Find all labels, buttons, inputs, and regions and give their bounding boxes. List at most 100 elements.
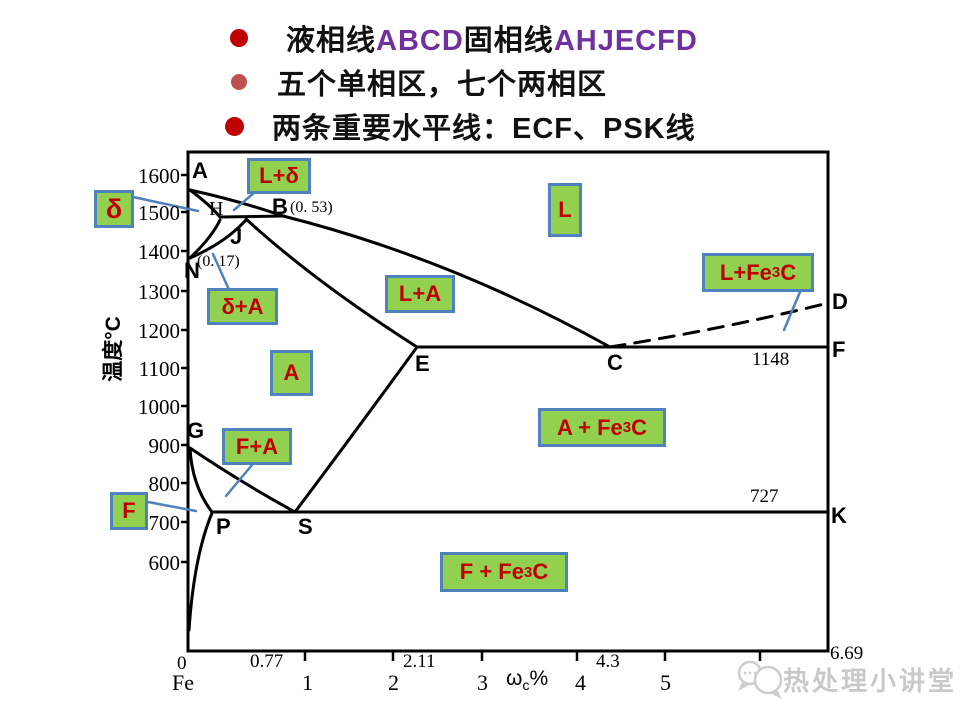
x-tick-0_77: 0.77 [250, 651, 284, 672]
y-tick-1600: 1600 [138, 164, 180, 188]
line-NJ [188, 218, 248, 260]
x-tick-4_3: 4.3 [596, 651, 620, 672]
leader-delta [131, 195, 200, 213]
region-label: C [780, 259, 797, 285]
eutectoid-temperature-727: 727 [750, 486, 779, 507]
omega-subscript-c: c [522, 678, 530, 695]
a3-GS [188, 446, 297, 514]
region-box-liquid: L [548, 183, 582, 237]
region-label: L+Fe [719, 259, 772, 285]
region-label: A [283, 360, 300, 385]
peritectic-HB [218, 214, 286, 219]
point-D: D [832, 289, 848, 314]
region-label: δ [105, 193, 123, 224]
phase-boundary-lines [187, 188, 830, 632]
y-axis-ticks [181, 173, 189, 564]
y-tick-1300: 1300 [138, 280, 180, 304]
region-box-l-a: L+A [385, 275, 455, 313]
x-label-3: 3 [477, 670, 488, 695]
y-tick-1200: 1200 [138, 319, 180, 343]
y-tick-600: 600 [148, 551, 181, 575]
x-tick-0: 0 [177, 653, 187, 674]
leader-lines [131, 190, 802, 513]
bullet-line-1: 液相线ABCD固相线AHJECFD [222, 16, 698, 60]
region-label-subscript: 3 [771, 264, 781, 281]
bullet-line-3: 两条重要水平线：ECF、PSK线 [222, 104, 698, 148]
liquidus-BC [281, 214, 612, 349]
region-box-a-fe3c: A + Fe 3 C [538, 408, 666, 447]
solubility-PQ [187, 511, 214, 632]
leader-l-fe3c [782, 290, 802, 332]
region-label: δ+A [221, 293, 264, 319]
point-B: B [272, 194, 288, 219]
region-label: C [532, 559, 549, 584]
point-J: J [230, 224, 243, 249]
y-tick-800: 800 [148, 472, 181, 496]
liquidus-AB [188, 188, 285, 218]
title-bullet-list: 液相线ABCD固相线AHJECFD 五个单相区，七个两相区 两条重要水平线：EC… [222, 16, 698, 148]
point-N: N [184, 258, 200, 283]
solidus-AH [188, 188, 222, 219]
region-label: F + Fe [459, 559, 524, 584]
point-C: C [607, 350, 623, 375]
solidus-JE [244, 217, 419, 349]
x-label-2: 2 [388, 670, 399, 695]
region-label: F+A [235, 433, 279, 459]
region-label-subscript: 3 [523, 563, 533, 581]
text-abcd: ABCD [376, 25, 464, 57]
region-label: A + Fe [556, 414, 623, 440]
watermark-logo-icon [737, 660, 783, 699]
point-E: E [415, 351, 430, 376]
line-GP [188, 446, 214, 514]
x-label-1: 1 [302, 670, 313, 695]
bullet-text: 两条重要水平线：ECF、PSK线 [272, 113, 696, 145]
bullet-dot [225, 116, 244, 136]
eutectic-temperature-1148: 1148 [752, 349, 790, 370]
point-G: G [187, 418, 205, 443]
x-label-fe: Fe [172, 670, 194, 695]
y-axis-title: 温度°C [102, 316, 125, 382]
leader-delta-a [211, 252, 232, 294]
leader-f [146, 500, 198, 513]
region-box-f-a: F+A [222, 428, 292, 465]
point-K: K [831, 503, 847, 528]
x-axis-title: ωc% [506, 667, 548, 694]
text-solidus: 固相线 [463, 25, 554, 57]
region-label: L+δ [259, 163, 299, 188]
region-box-austenite: A [270, 350, 313, 396]
bullet-line-2: 五个单相区，七个两相区 [222, 60, 698, 104]
omega-symbol: ω [506, 667, 523, 690]
y-tick-1000: 1000 [138, 395, 180, 419]
point-H: H [209, 198, 224, 220]
line-NH [188, 218, 222, 260]
y-tick-900: 900 [148, 434, 181, 458]
bullet-dot [231, 74, 247, 90]
x-label-5: 5 [660, 670, 671, 695]
y-tick-1500: 1500 [138, 201, 180, 225]
point-P: P [216, 514, 231, 539]
region-box-delta: δ [94, 190, 134, 228]
y-tick-1100: 1100 [138, 357, 180, 381]
region-box-f-fe3c: F + Fe 3 C [440, 552, 568, 592]
point-F: F [832, 337, 846, 362]
region-label: L [558, 197, 572, 222]
acm-ES [293, 345, 419, 514]
x-label-4: 4 [575, 670, 586, 695]
x-tick-6_69: 6.69 [830, 643, 864, 664]
text-liquidus: 液相线 [286, 25, 377, 57]
leader-f-a [224, 463, 254, 498]
text-ahjecfd: AHJECFD [553, 25, 698, 57]
region-box-delta-a: δ+A [207, 288, 278, 325]
x-axis-ticks [303, 651, 762, 661]
bullet-dot [230, 29, 248, 47]
region-box-l-fe3c: L+Fe 3 C [702, 253, 814, 292]
point-S: S [298, 514, 313, 539]
region-label-subscript: 3 [622, 419, 632, 436]
y-tick-700: 700 [148, 511, 181, 535]
y-tick-1400: 1400 [138, 240, 180, 264]
point-B-composition: (0. 53) [290, 199, 333, 216]
liquidus-CD-dashed [608, 301, 830, 349]
bullet-text: 五个单相区，七个两相区 [277, 69, 608, 101]
